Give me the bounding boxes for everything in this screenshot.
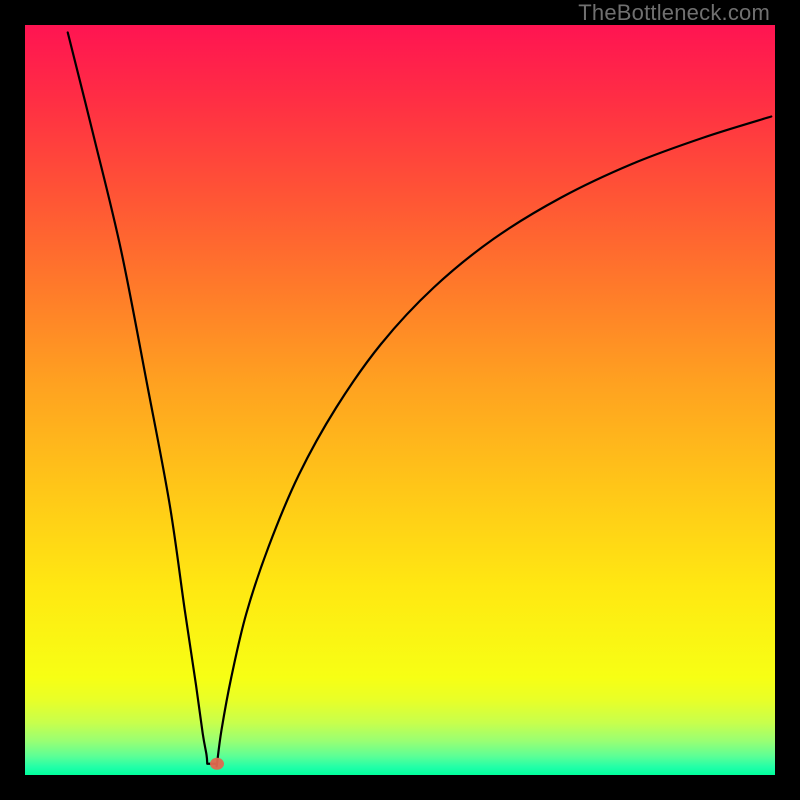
chart-stage: TheBottleneck.com [0, 0, 800, 800]
gradient-background [25, 25, 775, 775]
watermark-text: TheBottleneck.com [578, 0, 770, 26]
